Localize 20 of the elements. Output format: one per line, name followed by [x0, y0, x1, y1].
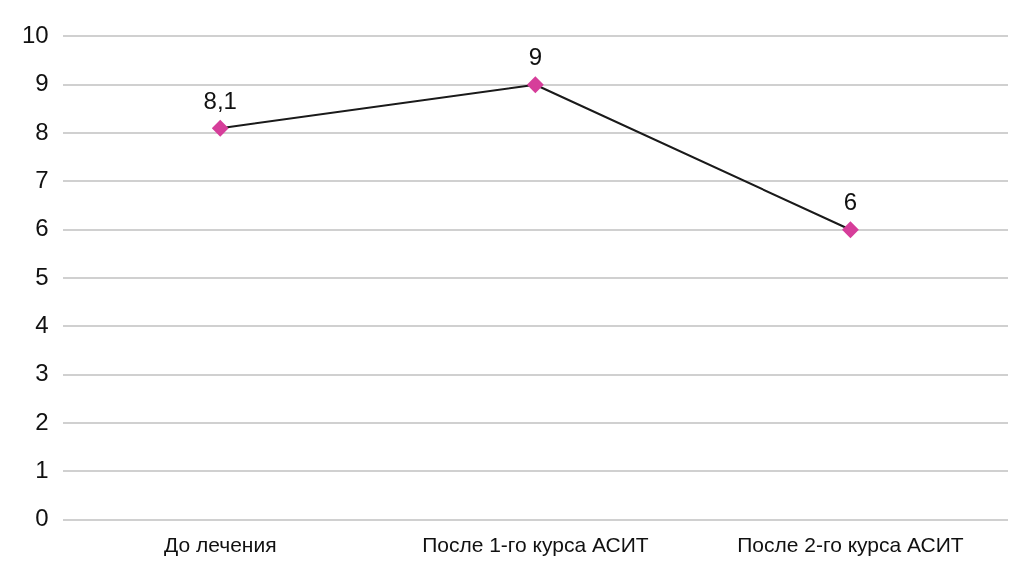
y-tick-label: 9	[35, 69, 49, 97]
y-tick-label: 0	[35, 504, 49, 532]
y-tick-label: 4	[35, 311, 49, 339]
y-tick-label: 3	[35, 359, 49, 387]
x-tick-label: До лечения	[163, 533, 277, 557]
y-tick-label: 10	[21, 21, 49, 49]
point	[527, 76, 544, 93]
y-tick-label: 8	[35, 117, 49, 145]
y-tick-label: 7	[35, 166, 49, 194]
y-tick-label: 1	[35, 456, 49, 484]
y-tick-label: 6	[35, 214, 49, 242]
y-tick-label: 2	[35, 407, 49, 435]
y-tick-label: 5	[35, 262, 49, 290]
data-label: 6	[843, 188, 858, 216]
point	[842, 221, 859, 238]
x-tick-label: После 1-го курса АСИТ	[422, 533, 649, 557]
x-tick-label: После 2-го курса АСИТ	[737, 533, 964, 557]
point	[212, 120, 229, 137]
data-label: 9	[528, 43, 543, 71]
data-label: 8,1	[203, 86, 237, 114]
